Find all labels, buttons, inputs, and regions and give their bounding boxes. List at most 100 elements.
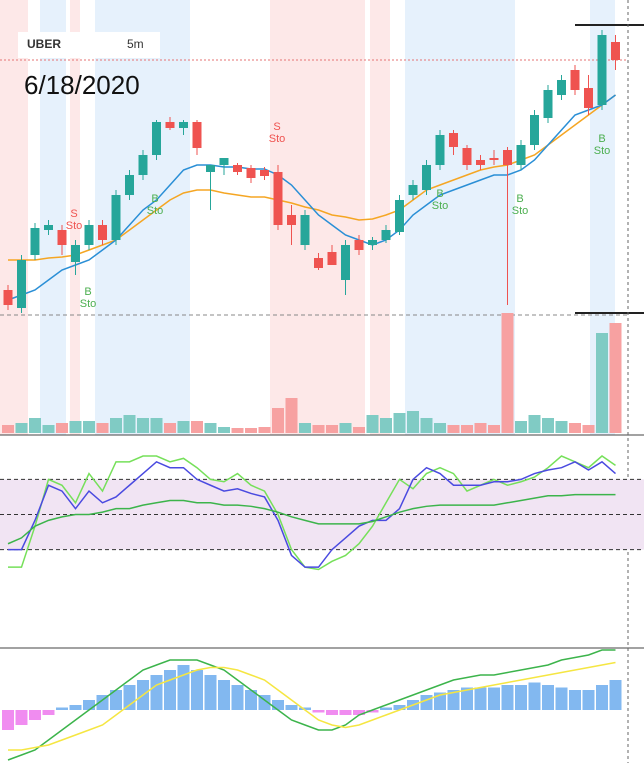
volume-bar xyxy=(285,398,298,433)
candle-body xyxy=(341,245,350,280)
histogram-bar xyxy=(83,700,95,710)
volume-bar xyxy=(258,427,271,433)
volume-bar xyxy=(42,425,55,433)
histogram-bar xyxy=(582,690,595,710)
volume-bar xyxy=(150,418,163,433)
histogram-bar xyxy=(218,680,230,710)
volume-bar xyxy=(393,413,406,433)
histogram-bar xyxy=(272,700,284,710)
signal-label: Sto xyxy=(594,145,611,157)
candle-body xyxy=(273,172,283,225)
volume-bar xyxy=(596,333,608,433)
candle-body xyxy=(3,290,13,305)
histogram-bar xyxy=(447,690,460,710)
histogram-bar xyxy=(110,690,122,710)
histogram-bar xyxy=(29,710,41,720)
volume-bar xyxy=(69,421,82,433)
volume-bar xyxy=(353,427,365,433)
volume-bar xyxy=(56,423,68,433)
histogram-bar xyxy=(393,705,406,710)
histogram-bar xyxy=(596,685,608,710)
histogram-bar xyxy=(474,687,487,710)
volume-bar xyxy=(191,421,203,433)
histogram-bar xyxy=(326,710,338,715)
signal-label: B xyxy=(598,133,605,145)
shade xyxy=(70,0,80,435)
candle-body xyxy=(71,245,80,262)
histogram-bar xyxy=(69,705,82,710)
volume-bar xyxy=(501,313,514,433)
shade xyxy=(405,0,515,435)
volume-bar xyxy=(29,418,41,433)
volume-bar xyxy=(245,428,257,433)
candle-body xyxy=(84,225,94,245)
candle-body xyxy=(395,200,404,232)
shade xyxy=(95,0,190,435)
candle-body xyxy=(611,42,620,60)
macd-line xyxy=(8,661,616,751)
volume-bar xyxy=(177,421,190,433)
candle-body xyxy=(570,70,580,90)
histogram-bar xyxy=(15,710,28,725)
signal-label: S xyxy=(273,121,280,133)
volume-bar xyxy=(528,415,541,433)
candle-body xyxy=(57,230,67,245)
volume-bar xyxy=(164,423,176,433)
volume-bar xyxy=(569,423,581,433)
histogram-bar xyxy=(258,695,271,710)
candle-body xyxy=(381,230,391,240)
histogram-bar xyxy=(245,690,257,710)
volume-bar xyxy=(380,418,392,433)
overlay-line xyxy=(7,94,616,301)
candle-body xyxy=(111,195,121,240)
candle-body xyxy=(516,145,526,165)
histogram-bar xyxy=(231,685,244,710)
candle-body xyxy=(435,135,445,165)
candle-body xyxy=(233,165,242,172)
histogram-bar xyxy=(312,710,325,713)
signal-label: Sto xyxy=(269,133,286,145)
signal-label: Sto xyxy=(147,205,164,217)
oscillator-line xyxy=(7,493,616,545)
volume-bar xyxy=(2,425,14,433)
volume-bar xyxy=(326,425,338,433)
histogram-bar xyxy=(150,675,163,710)
candle-body xyxy=(449,133,458,147)
histogram-bar xyxy=(420,695,433,710)
volume-bar xyxy=(218,427,230,433)
volume-bar xyxy=(407,411,419,433)
histogram-bar xyxy=(569,690,581,710)
candle-body xyxy=(489,158,499,160)
interval: 5m xyxy=(127,37,144,51)
candle-body xyxy=(98,225,107,240)
oscillator-line xyxy=(8,460,616,568)
signal-label: B xyxy=(151,193,158,205)
signal-label: Sto xyxy=(80,298,97,310)
volume-bar xyxy=(420,418,433,433)
oscillator-line xyxy=(8,455,616,571)
histogram-bar xyxy=(488,687,500,710)
volume-bar xyxy=(434,423,446,433)
volume-bar xyxy=(137,418,149,433)
volume-bar xyxy=(123,415,136,433)
candle-body xyxy=(476,160,485,165)
signal-label: Sto xyxy=(512,205,529,217)
volume-bar xyxy=(312,425,325,433)
histogram-bar xyxy=(555,687,568,710)
histogram-bar xyxy=(609,680,622,710)
signal-label: Sto xyxy=(66,220,83,232)
histogram-bar xyxy=(515,685,527,710)
candle-body xyxy=(530,115,539,145)
volume-bar xyxy=(609,323,622,433)
volume-bar xyxy=(447,425,460,433)
histogram-bar xyxy=(366,710,379,713)
macd-line xyxy=(7,649,616,761)
candle-body xyxy=(557,80,566,95)
histogram-bar xyxy=(2,710,14,730)
candle-body xyxy=(300,215,310,245)
candle-body xyxy=(503,150,512,165)
volume-bar xyxy=(272,408,284,433)
volume-bar xyxy=(542,418,554,433)
